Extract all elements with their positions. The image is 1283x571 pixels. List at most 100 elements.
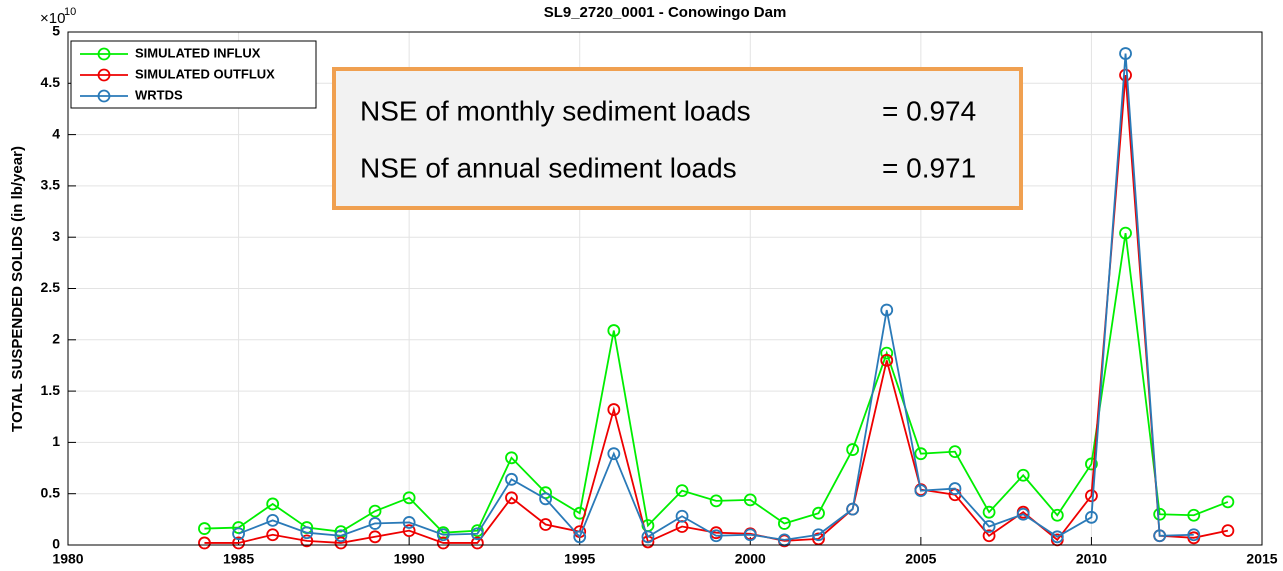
data-point <box>402 516 416 529</box>
data-point <box>368 517 382 530</box>
annotation-frame <box>332 67 1023 210</box>
y-tick-label: 2.5 <box>41 279 61 295</box>
data-point <box>709 494 723 508</box>
data-point <box>743 528 757 542</box>
data-point <box>368 504 382 518</box>
data-point <box>300 526 314 540</box>
axes-box <box>67 31 1263 546</box>
y-tick-label: 0 <box>52 536 60 552</box>
x-tick-label: 2015 <box>1246 551 1277 567</box>
y-tick-label: 2 <box>52 331 60 347</box>
x-tick-label: 1985 <box>223 551 254 567</box>
legend-marker <box>97 68 111 82</box>
data-point <box>1085 489 1098 503</box>
data-point <box>1119 68 1132 82</box>
data-point <box>812 528 825 542</box>
y-exponent: ×10 <box>40 10 65 27</box>
legend-label: SIMULATED OUTFLUX <box>135 66 275 81</box>
data-point <box>1050 508 1064 522</box>
x-tick-label: 1995 <box>564 551 595 567</box>
data-point <box>607 324 621 337</box>
data-point <box>1221 495 1235 509</box>
data-point <box>778 517 791 530</box>
y-tick-label: 1 <box>52 433 60 449</box>
data-point <box>812 506 825 520</box>
data-point <box>402 491 416 505</box>
data-point <box>1119 226 1132 240</box>
data-point <box>470 527 484 541</box>
annotation-text: NSE of annual sediment loads <box>360 152 737 183</box>
data-point <box>1085 510 1098 524</box>
data-point <box>675 509 689 523</box>
x-tick-label: 1980 <box>52 551 83 567</box>
legend-label: SIMULATED INFLUX <box>135 45 261 60</box>
data-point <box>505 491 518 505</box>
y-tick-label: 0.5 <box>41 484 61 500</box>
annotation-value: = 0.974 <box>882 95 976 126</box>
data-point <box>880 353 894 367</box>
data-point <box>607 447 621 461</box>
data-point <box>266 513 280 527</box>
x-tick-label: 2000 <box>735 551 766 567</box>
data-point <box>1085 457 1098 471</box>
legend-marker <box>97 89 111 103</box>
legend-marker <box>97 47 111 61</box>
data-point <box>1119 47 1132 60</box>
data-point <box>948 445 962 459</box>
y-tick-label: 3.5 <box>41 177 61 193</box>
data-point <box>914 484 928 498</box>
data-point <box>1187 508 1201 522</box>
y-tick-label: 1.5 <box>41 382 61 398</box>
data-point <box>846 502 860 516</box>
data-point <box>812 532 825 546</box>
series-line <box>204 232 1229 534</box>
data-point <box>539 492 552 506</box>
data-point <box>198 536 211 550</box>
x-tick-label: 2010 <box>1076 551 1107 567</box>
data-point <box>1153 529 1167 543</box>
data-point <box>232 527 245 541</box>
y-tick-label: 5 <box>52 23 60 39</box>
x-tick-label: 2005 <box>905 551 936 567</box>
chart-title: SL9_2720_0001 - Conowingo Dam <box>544 4 787 21</box>
data-point <box>641 530 655 544</box>
data-point <box>880 303 894 317</box>
series-line <box>204 75 1229 544</box>
annotation-value: = 0.971 <box>882 152 976 183</box>
data-point <box>914 447 928 461</box>
y-tick-label: 3 <box>52 228 60 244</box>
data-point <box>982 529 996 543</box>
data-point <box>1187 528 1201 542</box>
data-point <box>334 536 348 550</box>
data-point <box>198 522 211 535</box>
data-point <box>982 505 996 519</box>
legend: SIMULATED INFLUX SIMULATED OUTFLUX WRTDS <box>70 40 317 109</box>
data-point <box>300 534 314 548</box>
data-point <box>846 443 860 456</box>
y-axis-label: TOTAL SUSPENDED SOLIDS (in lb/year) <box>9 146 26 432</box>
y-exponent-power: 10 <box>64 6 76 18</box>
y-tick-label: 4.5 <box>41 74 61 90</box>
data-point <box>675 484 689 498</box>
annotation-box: NSE of monthly sediment loads = 0.974 NS… <box>332 67 1023 210</box>
data-point <box>505 472 518 486</box>
data-point <box>334 529 348 543</box>
data-point <box>948 482 962 495</box>
series-line <box>238 53 1194 541</box>
data-point <box>1016 507 1030 521</box>
data-point <box>436 528 450 542</box>
data-point <box>266 497 280 511</box>
data-point <box>266 528 280 542</box>
data-point <box>539 518 552 531</box>
data-point <box>607 403 621 416</box>
x-tick-label: 1990 <box>394 551 425 567</box>
data-point <box>1221 524 1235 538</box>
annotation-text: NSE of monthly sediment loads <box>360 95 751 126</box>
data-point <box>402 524 416 538</box>
legend-label: WRTDS <box>135 87 183 102</box>
data-point <box>982 520 996 533</box>
plot <box>198 47 1235 550</box>
data-point <box>573 530 587 544</box>
data-point <box>880 346 894 360</box>
